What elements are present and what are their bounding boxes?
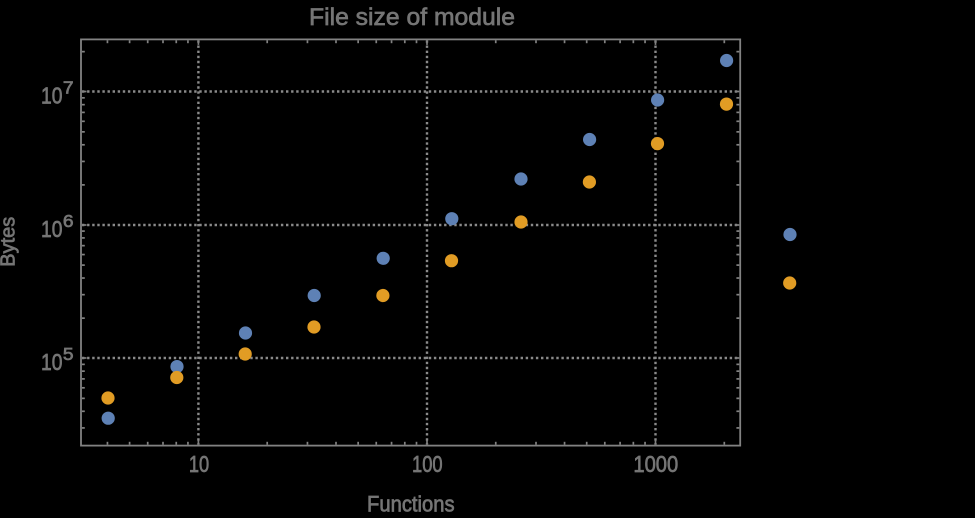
svg-text:5: 5 <box>63 344 74 364</box>
svg-text:10: 10 <box>41 349 62 375</box>
svg-text:10: 10 <box>41 83 62 109</box>
svg-text:7: 7 <box>63 77 74 97</box>
svg-text:1000: 1000 <box>633 451 678 477</box>
svg-text:6: 6 <box>63 211 74 231</box>
svg-text:10: 10 <box>189 451 209 477</box>
svg-text:Bytes: Bytes <box>0 217 20 267</box>
svg-text:10: 10 <box>41 216 62 242</box>
svg-text:100: 100 <box>412 451 443 477</box>
svg-text:Functions: Functions <box>367 492 455 514</box>
svg-text:File size of module: File size of module <box>309 4 515 31</box>
